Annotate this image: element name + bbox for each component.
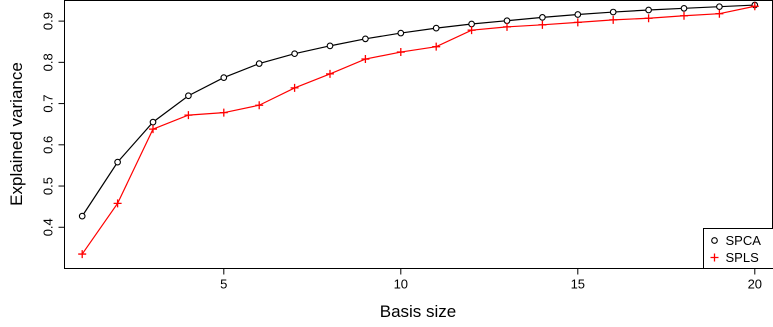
x-tick-label: 15	[571, 277, 585, 292]
data-point-spca	[185, 92, 192, 100]
data-point-spca	[149, 118, 157, 126]
y-tick-label: 0.6	[41, 136, 56, 154]
data-point-spls	[750, 2, 759, 11]
data-point-spls	[290, 83, 299, 92]
data-point-spca	[78, 212, 86, 220]
x-tick-label: 5	[220, 277, 227, 292]
data-point-spls	[219, 108, 228, 117]
data-point-spca	[291, 50, 298, 58]
data-point-spca	[574, 11, 582, 18]
data-point-spls	[255, 101, 264, 110]
series-line-spls	[81, 5, 755, 255]
data-point-spca	[220, 74, 228, 81]
data-point-spls	[680, 11, 688, 20]
y-tick-label: 0.5	[41, 177, 56, 195]
data-point-spca	[468, 20, 475, 28]
data-point-spca	[432, 24, 440, 32]
x-tick-label: 20	[748, 277, 762, 292]
data-point-spls	[361, 55, 370, 64]
data-point-spls	[113, 199, 122, 208]
data-point-spls	[184, 111, 193, 120]
data-point-spls	[78, 250, 87, 259]
data-point-spls	[326, 69, 334, 78]
data-point-spca	[255, 60, 263, 67]
data-point-spca	[680, 4, 688, 12]
data-point-spls	[538, 20, 547, 29]
y-axis: 0.4 0.5 0.6 0.7 0.8 0.9	[41, 12, 65, 236]
y-tick-label: 0.8	[41, 53, 56, 71]
legend: SPCA SPLS	[703, 228, 773, 269]
data-point-spls	[149, 125, 157, 134]
data-point-spca	[397, 29, 405, 37]
data-point-spls	[467, 26, 476, 35]
data-point-spca	[539, 14, 546, 21]
legend-label-spls: SPLS	[726, 250, 760, 265]
data-point-spca	[609, 8, 617, 16]
data-point-spls	[644, 14, 653, 23]
data-point-spls	[503, 22, 511, 31]
y-tick-label: 0.9	[41, 12, 56, 30]
y-axis-title: Explained variance	[7, 62, 26, 206]
x-axis-title: Basis size	[380, 302, 457, 321]
data-point-spls	[715, 9, 724, 18]
data-point-spca	[114, 158, 121, 166]
data-point-spca	[326, 42, 334, 50]
series-layer	[78, 1, 759, 259]
data-point-spls	[573, 18, 582, 27]
data-point-spca	[716, 3, 723, 11]
legend-marker-spca	[711, 237, 718, 244]
x-tick-label: 10	[394, 277, 408, 292]
plot-frame	[64, 0, 773, 269]
data-point-spca	[362, 35, 369, 43]
series-line-spca	[81, 4, 755, 217]
y-tick-label: 0.7	[41, 95, 56, 113]
data-point-spls	[609, 15, 618, 24]
legend-marker-spls	[710, 253, 719, 262]
y-tick-label: 0.4	[41, 218, 56, 236]
data-point-spls	[432, 42, 441, 51]
data-point-spls	[396, 48, 405, 57]
legend-box	[703, 228, 773, 269]
data-point-spca	[645, 6, 652, 14]
data-point-spca	[503, 17, 511, 25]
legend-label-spca: SPCA	[726, 233, 762, 248]
x-axis: 5 10 15 20	[220, 268, 762, 292]
